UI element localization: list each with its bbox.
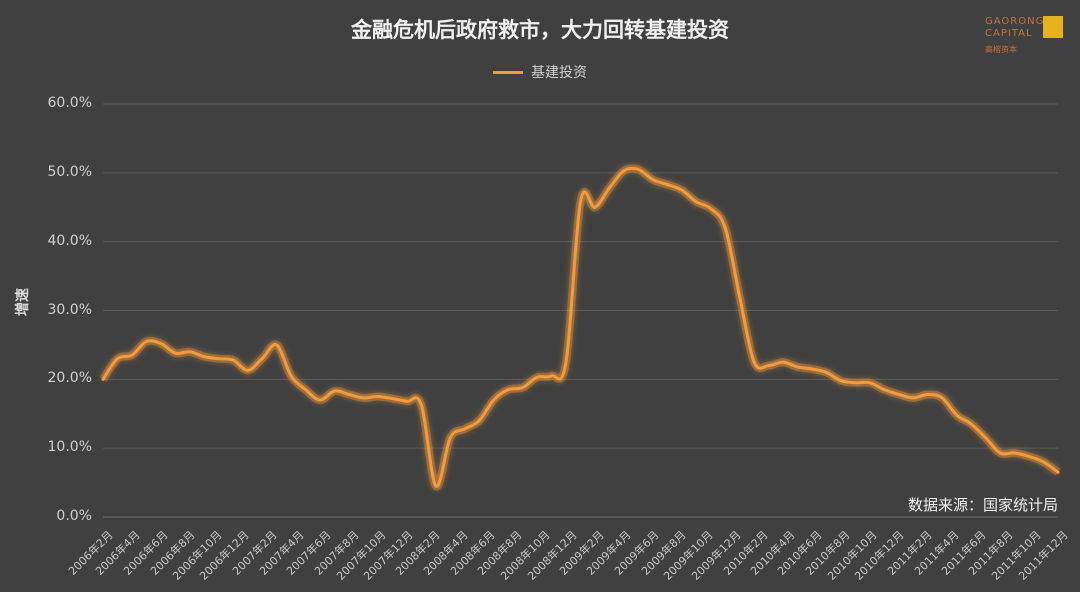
data-point — [304, 388, 308, 392]
series-glow — [99, 164, 1061, 491]
data-point — [173, 351, 177, 355]
data-point — [246, 368, 250, 372]
data-point — [550, 374, 554, 378]
data-point — [709, 207, 713, 211]
data-point — [940, 396, 944, 400]
legend-label: 基建投资 — [531, 65, 587, 81]
data-point — [680, 188, 684, 192]
data-point — [260, 357, 264, 361]
data-point — [333, 389, 337, 393]
grid-lines — [103, 103, 1058, 518]
data-point — [781, 360, 785, 364]
data-point — [275, 343, 279, 347]
data-point — [839, 379, 843, 383]
data-point — [984, 436, 988, 440]
data-point — [998, 451, 1002, 455]
chart-title: 金融危机后政府救市，大力回转基建投资 — [351, 18, 729, 42]
data-point — [723, 226, 727, 230]
data-point — [738, 295, 742, 299]
data-point — [955, 413, 959, 417]
data-point — [202, 355, 206, 359]
data-point — [521, 386, 525, 390]
data-point — [665, 183, 669, 187]
data-point — [868, 381, 872, 385]
data-point — [506, 388, 510, 392]
data-point — [390, 397, 394, 401]
data-point — [1056, 470, 1060, 474]
data-point — [824, 370, 828, 374]
data-point — [448, 436, 452, 440]
data-point — [752, 360, 756, 364]
y-tick-label: 20.0% — [47, 370, 92, 387]
data-point — [361, 396, 365, 400]
data-point — [231, 358, 235, 362]
data-point — [535, 375, 539, 379]
data-point — [130, 353, 134, 357]
data-point — [810, 367, 814, 371]
data-point — [144, 339, 148, 343]
data-point — [853, 381, 857, 385]
data-point — [926, 392, 930, 396]
logo-cn-text: 高榕资本 — [985, 45, 1017, 54]
y-tick-label: 0.0% — [56, 508, 92, 524]
data-point — [217, 357, 221, 361]
y-tick-label: 30.0% — [47, 301, 92, 318]
data-point — [579, 200, 583, 204]
data-point — [492, 398, 496, 402]
data-point — [1027, 454, 1031, 458]
y-tick-label: 10.0% — [47, 439, 92, 456]
data-point — [376, 395, 380, 399]
data-point — [1042, 460, 1046, 464]
logo-text: GAORONG CAPITAL — [985, 16, 1045, 39]
data-point — [796, 365, 800, 369]
data-point — [882, 388, 886, 392]
data-point — [911, 396, 915, 400]
data-point — [767, 364, 771, 368]
data-point — [607, 186, 611, 190]
legend: 基建投资 — [0, 62, 1080, 82]
data-point — [101, 377, 105, 381]
series-layer — [99, 164, 1061, 491]
gaorong-capital-logo: GAORONG CAPITAL 高榕资本 — [985, 14, 1065, 54]
data-point — [694, 200, 698, 204]
data-point — [969, 422, 973, 426]
data-point — [477, 419, 481, 423]
data-point — [289, 374, 293, 378]
data-point — [318, 398, 322, 402]
data-point — [1013, 451, 1017, 455]
data-point — [405, 399, 409, 403]
data-point — [651, 178, 655, 182]
data-point — [159, 342, 163, 346]
data-point — [115, 357, 119, 361]
source-note: 数据来源：国家统计局 — [907, 496, 1058, 514]
data-point — [622, 169, 626, 173]
data-point — [564, 360, 568, 364]
data-point — [593, 205, 597, 209]
logo-mark-icon — [1043, 16, 1063, 38]
y-tick-label: 60.0% — [47, 95, 92, 111]
y-tick-label: 50.0% — [47, 163, 92, 180]
data-point — [463, 427, 467, 431]
y-tick-label: 40.0% — [47, 232, 92, 249]
data-point — [419, 403, 423, 407]
data-point — [347, 392, 351, 396]
data-point — [636, 167, 640, 171]
data-point — [434, 484, 438, 488]
series-line-基建投资 — [101, 166, 1060, 488]
data-point — [897, 392, 901, 396]
legend-swatch — [493, 70, 523, 74]
data-point — [188, 350, 192, 354]
